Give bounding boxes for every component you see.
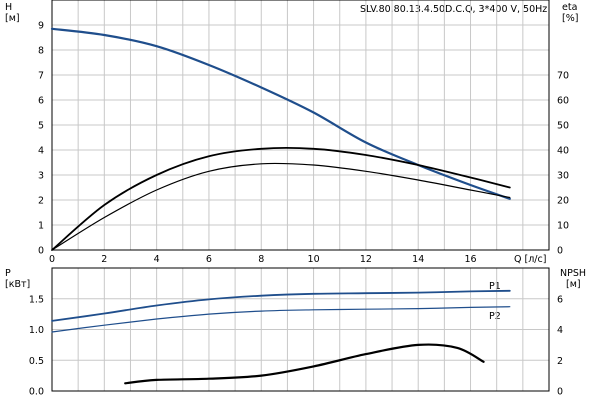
y-right-tick-label: 70 — [557, 71, 569, 82]
y-left-tick-label: 4 — [38, 146, 44, 157]
y-left-tick-label: 0 — [38, 246, 44, 257]
npsh-axis-title: NPSH — [560, 268, 586, 279]
eta-axis-title: eta — [562, 2, 577, 13]
y-left-tick-label: 3 — [38, 171, 44, 182]
p2-power-curve — [51, 306, 511, 333]
y-left-tick-label: 6 — [38, 96, 44, 107]
x-tick-label: 10 — [308, 254, 320, 265]
y-left-tick-label: 1 — [38, 221, 44, 232]
y-left-tick-label: 1.5 — [29, 294, 44, 305]
y-right-tick-label: 60 — [557, 96, 569, 107]
y-right-tick-label: 6 — [557, 294, 563, 305]
y-right-tick-label: 20 — [557, 196, 569, 207]
eta-axis-unit: [%] — [562, 13, 578, 24]
power-axis-title: P — [5, 268, 11, 279]
y-left-tick-label: 5 — [38, 121, 44, 132]
y-left-tick-label: 0.5 — [29, 356, 44, 367]
y-right-tick-label: 0 — [557, 246, 563, 257]
y-right-tick-label: 2 — [557, 356, 563, 367]
efficiency-curve-thin — [51, 147, 511, 251]
y-right-tick-label: 50 — [557, 121, 569, 132]
y-right-tick-label: 4 — [557, 325, 563, 336]
head-curve — [50, 27, 511, 200]
efficiency-curve-thick — [51, 162, 511, 251]
head-efficiency-panel: H [м] eta [%] SLV.80.80.13.4.50D.C.Q, 3*… — [5, 0, 578, 265]
y-right-tick-label: 40 — [557, 146, 569, 157]
x-tick-label: 12 — [360, 254, 372, 265]
x-tick-label: 2 — [101, 254, 107, 265]
power-npsh-panel: P [кВт] NPSH [м] P1 P2 0.0 0.5 1.0 1.5 0 2 4 6 — [5, 267, 586, 398]
npsh-curve — [124, 343, 485, 385]
p1-series-label: P1 — [489, 281, 501, 292]
p2-series-label: P2 — [489, 311, 501, 322]
x-tick-label: 8 — [258, 254, 264, 265]
y-right-tick-label: 30 — [557, 171, 569, 182]
x-tick-label: 6 — [206, 254, 212, 265]
plot-frame — [51, 267, 550, 392]
x-tick-label: 14 — [412, 254, 424, 265]
y-left-tick-label: 9 — [38, 21, 44, 32]
y-right-tick-label: 10 — [557, 221, 569, 232]
y-left-tick-label: 8 — [38, 46, 44, 57]
flow-axis-label: Q [л/с] — [514, 254, 546, 265]
head-axis-unit: [м] — [5, 13, 20, 24]
y-left-tick-label: 1.0 — [29, 325, 44, 336]
plot-frame — [51, 0, 550, 251]
y-left-tick-label: 7 — [38, 71, 44, 82]
p1-power-curve — [51, 289, 511, 322]
chart-title: SLV.80.80.13.4.50D.C.Q, 3*400 V, 50Hz — [360, 4, 547, 15]
npsh-axis-unit: [м] — [566, 279, 581, 290]
head-axis-title: H — [5, 2, 12, 13]
y-left-tick-label: 2 — [38, 196, 44, 207]
x-tick-label: 4 — [154, 254, 160, 265]
y-right-tick-label: 0 — [557, 387, 563, 398]
power-axis-unit: [кВт] — [5, 279, 30, 290]
y-left-tick-label: 0.0 — [29, 387, 44, 398]
x-tick-label: 16 — [464, 254, 476, 265]
x-tick-label: 0 — [49, 254, 55, 265]
